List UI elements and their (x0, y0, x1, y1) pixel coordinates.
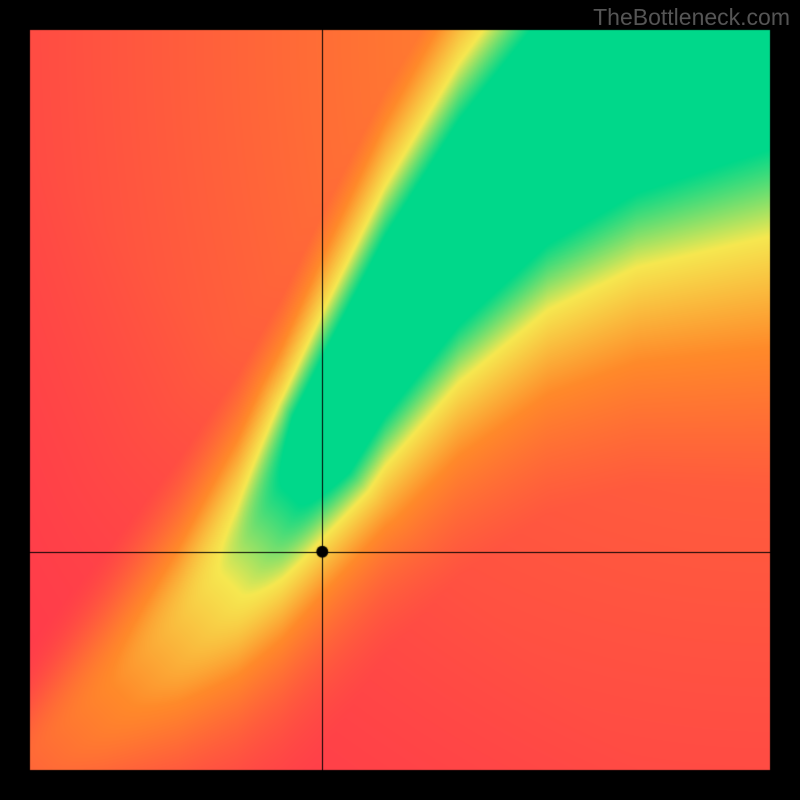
heatmap-canvas (0, 0, 800, 800)
watermark-text: TheBottleneck.com (593, 4, 790, 31)
chart-container: TheBottleneck.com (0, 0, 800, 800)
